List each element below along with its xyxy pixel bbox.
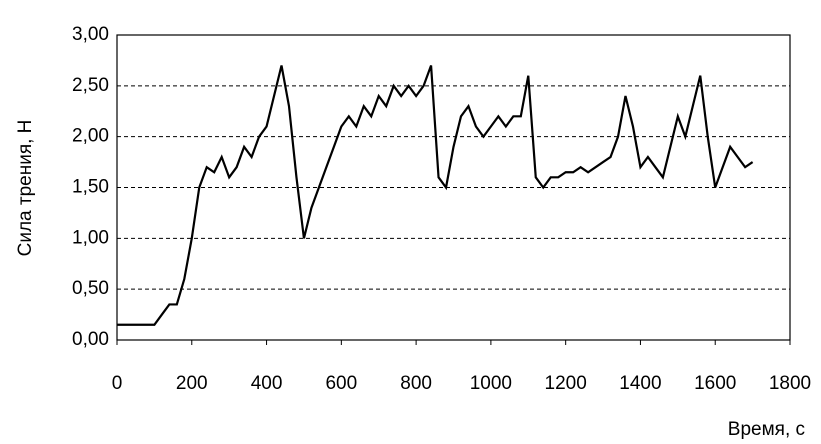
- y-tick-label: 0,00: [72, 329, 109, 350]
- x-axis-label: Время, с: [728, 419, 805, 440]
- x-tick-label: 600: [325, 373, 357, 394]
- x-tick-label: 1600: [694, 373, 736, 394]
- x-tick-label: 1200: [545, 373, 587, 394]
- y-tick-label: 1,50: [72, 177, 109, 198]
- data-line: [117, 65, 754, 326]
- y-tick-label: 0,50: [72, 278, 109, 299]
- x-tick-label: 800: [400, 373, 432, 394]
- x-tick-label: 0: [112, 373, 123, 394]
- y-axis-label: Сила трения, Н: [15, 120, 36, 257]
- plot-frame: [116, 34, 791, 341]
- x-tick-label: 1800: [769, 373, 811, 394]
- x-tick-label: 1000: [470, 373, 512, 394]
- x-tick-label: 200: [176, 373, 208, 394]
- y-tick-label: 2,50: [72, 75, 109, 96]
- y-tick-label: 1,00: [72, 227, 109, 248]
- x-tick-label: 400: [251, 373, 283, 394]
- y-tick-label: 3,00: [72, 24, 109, 45]
- y-tick-label: 2,00: [72, 126, 109, 147]
- x-tick-label: 1400: [619, 373, 661, 394]
